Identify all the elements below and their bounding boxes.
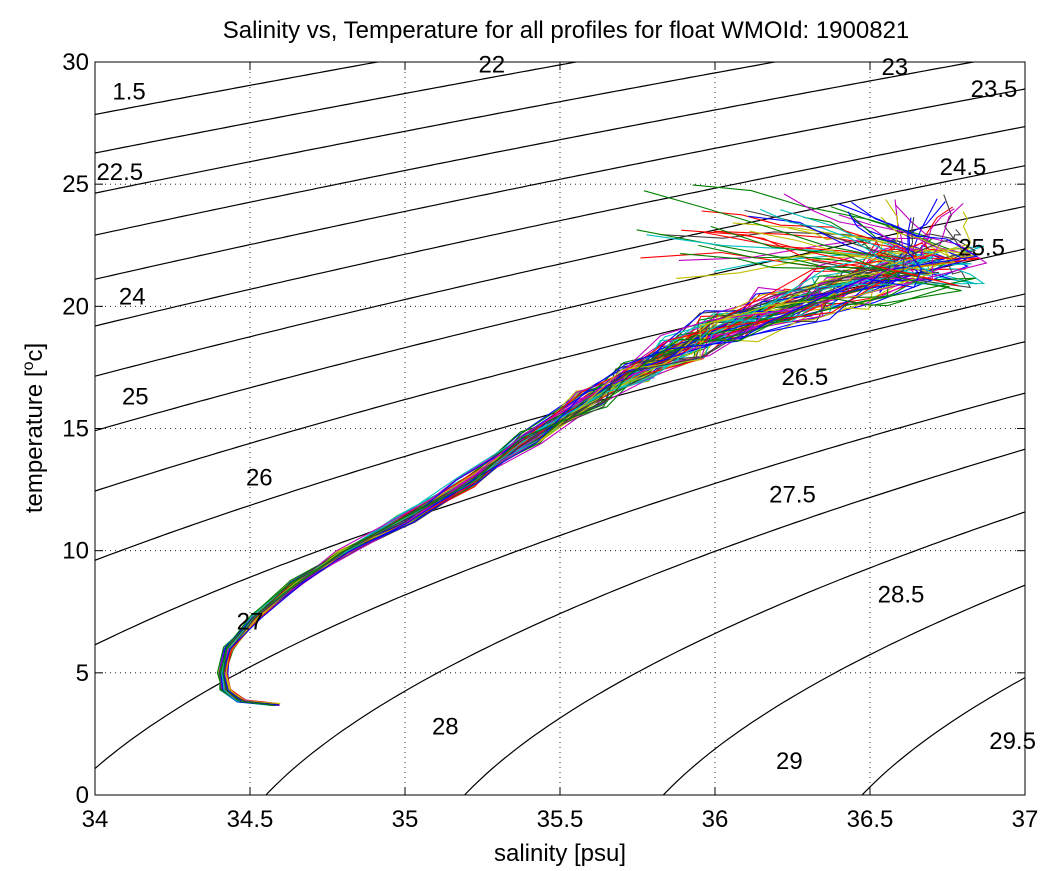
density-contour-line — [95, 341, 1025, 646]
profile-line — [221, 208, 879, 705]
profile-line — [221, 264, 930, 706]
profile-line — [217, 198, 899, 706]
density-contour-line — [95, 88, 1025, 280]
y-tick-label: 25 — [62, 171, 89, 198]
contour-label: 29.5 — [989, 728, 1036, 755]
density-contour-line — [1013, 842, 1025, 868]
profile-line — [222, 250, 941, 705]
density-contour-line — [662, 584, 1025, 795]
density-contours — [95, 62, 1025, 868]
y-tick-label: 20 — [62, 293, 89, 320]
profile-line — [221, 264, 972, 706]
profile-line — [224, 229, 950, 705]
x-tick-label: 35.5 — [537, 806, 584, 833]
contour-label: 23.5 — [971, 76, 1018, 103]
contour-label: 29 — [776, 748, 803, 775]
profile-line — [223, 201, 946, 706]
profile-line — [219, 199, 917, 705]
contour-label: 27.5 — [769, 481, 816, 508]
profile-line — [224, 225, 977, 706]
x-tick-label: 34 — [82, 806, 109, 833]
profile-line — [221, 268, 986, 705]
x-tick-labels: 34 34.5 35 35.5 36 36.5 37 — [82, 806, 1039, 833]
density-contour-line — [95, 392, 1025, 769]
y-tick-label: 5 — [76, 660, 89, 687]
y-tick-label: 10 — [62, 538, 89, 565]
profile-line — [221, 222, 982, 705]
profile-line — [223, 260, 940, 705]
contour-label: 24 — [119, 284, 146, 311]
float-profiles — [216, 184, 988, 707]
x-tick-label: 37 — [1012, 806, 1039, 833]
contour-label: 25 — [122, 384, 149, 411]
y-tick-label: 15 — [62, 416, 89, 443]
x-tick-label: 35 — [392, 806, 419, 833]
contour-label: 25.5 — [958, 235, 1005, 262]
contour-label: 28 — [432, 714, 459, 741]
profile-line — [220, 234, 972, 706]
contour-label: 1.5 — [112, 78, 145, 105]
contour-label: 28.5 — [878, 582, 925, 609]
density-contour-line — [861, 677, 1025, 795]
x-tick-label: 36.5 — [847, 806, 894, 833]
contour-label: 26.5 — [782, 364, 829, 391]
profile-line — [223, 247, 971, 706]
profile-line — [216, 190, 892, 706]
contour-label: 26 — [246, 464, 273, 491]
contour-label: 22.5 — [96, 159, 143, 186]
axis-ticks — [94, 61, 1026, 796]
density-contour-line — [95, 165, 1025, 377]
profile-line — [219, 256, 934, 706]
contour-labels: 1.5 22 22.5 23 23.5 24 24.5 25 25.5 26 26.5 27 27.5 2… — [96, 51, 1036, 774]
x-tick-label: 34.5 — [227, 806, 274, 833]
density-contour-line — [95, 62, 977, 236]
y-tick-label: 0 — [76, 782, 89, 809]
contour-label: 23 — [881, 54, 908, 81]
chart-title: Salinity vs, Temperature for all profile… — [223, 17, 910, 44]
contour-label: 24.5 — [940, 154, 987, 181]
grid-lines — [95, 62, 1025, 795]
y-tick-label: 30 — [62, 49, 89, 76]
profile-line — [222, 217, 923, 706]
y-tick-labels: 0 5 10 15 20 25 30 — [62, 49, 89, 809]
profile-line — [219, 261, 976, 706]
density-contour-line — [95, 62, 779, 194]
profile-line — [223, 193, 900, 705]
y-axis-label: temperature [oc] — [20, 343, 48, 513]
density-contour-line — [95, 126, 1025, 327]
density-contour-line — [265, 448, 1025, 795]
profile-line — [219, 245, 980, 705]
x-axis-label: salinity [psu] — [494, 840, 626, 867]
profile-line — [218, 253, 946, 705]
density-contour-line — [463, 511, 1025, 795]
contour-label: 22 — [478, 51, 505, 78]
x-tick-label: 36 — [702, 806, 729, 833]
density-contour-line — [95, 62, 381, 116]
profile-line — [222, 225, 962, 706]
contour-label: 27 — [237, 609, 264, 636]
